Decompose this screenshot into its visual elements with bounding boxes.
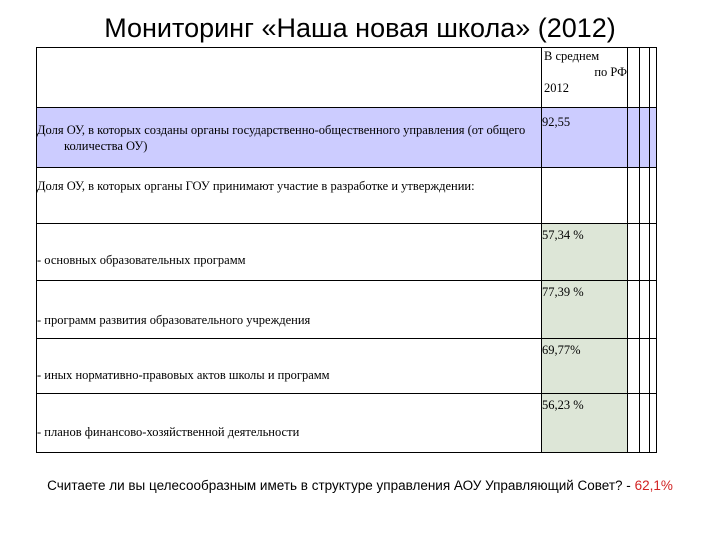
row-value: 56,23 % xyxy=(541,393,628,453)
row-value-text: 56,23 % xyxy=(542,398,584,412)
table-cell xyxy=(639,107,650,168)
table-cell xyxy=(627,47,640,108)
row-label-text: - программ развития образовательного учр… xyxy=(37,313,311,327)
row-value: 92,55 xyxy=(541,107,628,168)
table-row: Доля ОУ, в которых созданы органы госуда… xyxy=(36,107,657,168)
row-label-text: - планов финансово-хозяйственной деятель… xyxy=(37,425,300,439)
table-cell xyxy=(627,393,640,453)
header-line: по РФ xyxy=(594,65,627,79)
table-cell xyxy=(649,47,657,108)
footer-question-text: Считаете ли вы целесообразным иметь в ст… xyxy=(47,478,635,493)
table-cell xyxy=(649,338,657,394)
row-value-text: 92,55 xyxy=(542,115,571,129)
table-row: Доля ОУ, в которых органы ГОУ принимают … xyxy=(36,167,657,224)
column-header-average-rf: В среднем по РФ 2012 xyxy=(541,47,628,108)
slide-title: Мониторинг «Наша новая школа» (2012) xyxy=(104,13,616,43)
row-value-text: 69,77% xyxy=(542,343,581,357)
row-value: 57,34 % xyxy=(541,223,628,281)
table-cell xyxy=(627,167,640,224)
table-cell xyxy=(639,167,650,224)
table-cell xyxy=(36,47,542,108)
row-label: - иных нормативно-правовых актов школы и… xyxy=(36,338,542,394)
row-value: 69,77% xyxy=(541,338,628,394)
table-cell xyxy=(639,280,650,339)
footer-answer-percent: 62,1% xyxy=(634,478,673,493)
table-cell xyxy=(627,223,640,281)
row-label: Доля ОУ, в которых созданы органы госуда… xyxy=(36,107,542,168)
row-value-text: 57,34 % xyxy=(542,228,584,242)
footer-question: Считаете ли вы целесообразным иметь в ст… xyxy=(0,478,720,493)
table-header-row: В среднем по РФ 2012 xyxy=(36,47,657,108)
table-cell xyxy=(639,338,650,394)
row-value: 77,39 % xyxy=(541,280,628,339)
table-cell xyxy=(639,47,650,108)
row-label: Доля ОУ, в которых органы ГОУ принимают … xyxy=(36,167,542,224)
table-cell xyxy=(639,223,650,281)
row-value xyxy=(541,167,628,224)
row-label-text: - иных нормативно-правовых актов школы и… xyxy=(37,368,330,382)
table-cell xyxy=(639,393,650,453)
table-row: - иных нормативно-правовых актов школы и… xyxy=(36,338,657,394)
row-label: - планов финансово-хозяйственной деятель… xyxy=(36,393,542,453)
monitoring-table: В среднем по РФ 2012 Доля ОУ, в которых … xyxy=(36,47,657,453)
row-label-text: - основных образовательных программ xyxy=(37,253,246,267)
table-cell xyxy=(649,280,657,339)
row-label: - программ развития образовательного учр… xyxy=(36,280,542,339)
table-cell xyxy=(649,107,657,168)
row-label-text: Доля ОУ, в которых органы ГОУ принимают … xyxy=(37,179,475,193)
table-cell xyxy=(649,167,657,224)
table-cell xyxy=(649,223,657,281)
table-row: - планов финансово-хозяйственной деятель… xyxy=(36,393,657,453)
table-cell xyxy=(627,280,640,339)
table-row: - основных образовательных программ 57,3… xyxy=(36,223,657,281)
row-label: - основных образовательных программ xyxy=(36,223,542,281)
table-row: - программ развития образовательного учр… xyxy=(36,280,657,339)
table-cell xyxy=(649,393,657,453)
row-value-text: 77,39 % xyxy=(542,285,584,299)
table-cell xyxy=(627,338,640,394)
row-label-text: Доля ОУ, в которых созданы органы госуда… xyxy=(37,123,526,153)
header-line: В среднем xyxy=(544,49,600,63)
table-cell xyxy=(627,107,640,168)
header-line: 2012 xyxy=(544,81,569,95)
